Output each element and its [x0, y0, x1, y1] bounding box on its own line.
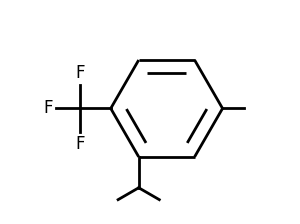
- Text: F: F: [75, 64, 85, 82]
- Text: F: F: [75, 135, 85, 153]
- Text: F: F: [44, 99, 53, 117]
